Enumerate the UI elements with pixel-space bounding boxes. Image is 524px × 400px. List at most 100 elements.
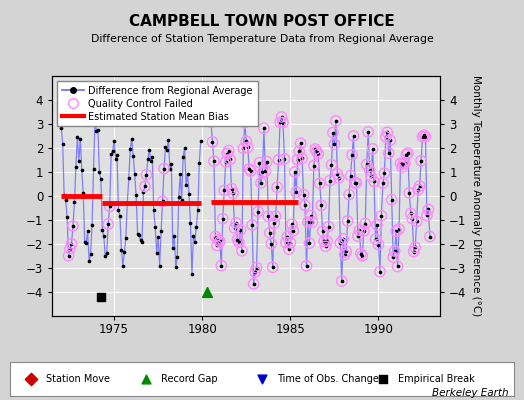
- Point: [70, 199, 79, 205]
- Point: [92, 128, 101, 134]
- Point: [104, 221, 113, 227]
- Point: [192, 224, 201, 230]
- Point: [279, 119, 287, 126]
- Point: [302, 263, 311, 269]
- Legend: Difference from Regional Average, Quality Control Failed, Estimated Station Mean: Difference from Regional Average, Qualit…: [57, 81, 258, 126]
- Point: [97, 176, 105, 183]
- Point: [308, 219, 316, 225]
- Point: [341, 252, 349, 258]
- Point: [333, 171, 342, 177]
- Point: [253, 264, 261, 271]
- Point: [72, 164, 80, 170]
- Point: [368, 146, 377, 152]
- Point: [298, 155, 307, 162]
- Point: [141, 183, 149, 190]
- Point: [248, 222, 256, 228]
- Point: [249, 281, 258, 287]
- Point: [345, 191, 353, 198]
- Point: [232, 220, 240, 226]
- Point: [330, 141, 339, 147]
- Point: [313, 148, 321, 155]
- Point: [424, 206, 433, 213]
- Point: [402, 152, 411, 158]
- Point: [246, 168, 255, 174]
- Point: [188, 271, 196, 277]
- Point: [95, 168, 104, 175]
- Point: [364, 129, 373, 135]
- Point: [145, 147, 154, 153]
- Point: [376, 268, 384, 275]
- Point: [260, 125, 268, 132]
- Point: [161, 144, 170, 150]
- Point: [88, 222, 96, 228]
- Point: [273, 184, 281, 190]
- Point: [361, 220, 369, 227]
- Point: [307, 212, 315, 219]
- Point: [377, 213, 386, 219]
- Point: [381, 134, 390, 140]
- Point: [117, 247, 126, 254]
- Point: [186, 220, 194, 226]
- Point: [326, 177, 334, 184]
- Point: [76, 136, 84, 142]
- Point: [158, 198, 167, 204]
- Point: [266, 230, 274, 236]
- Point: [308, 219, 316, 225]
- Point: [368, 146, 377, 152]
- Point: [238, 248, 246, 254]
- Point: [307, 212, 315, 219]
- Point: [242, 138, 250, 144]
- Text: Empirical Break: Empirical Break: [398, 374, 475, 384]
- Point: [374, 241, 383, 248]
- Point: [288, 221, 296, 228]
- Point: [233, 236, 242, 243]
- Point: [355, 227, 364, 234]
- Point: [132, 192, 140, 199]
- Point: [376, 268, 384, 275]
- Point: [125, 175, 133, 181]
- Point: [293, 156, 302, 163]
- Point: [82, 240, 90, 246]
- Point: [425, 234, 434, 240]
- Point: [231, 225, 239, 231]
- Point: [394, 263, 402, 270]
- Point: [158, 198, 167, 204]
- Point: [69, 223, 77, 229]
- Point: [160, 166, 168, 172]
- Point: [328, 162, 336, 168]
- Point: [328, 162, 336, 168]
- Point: [336, 240, 344, 246]
- Point: [339, 236, 347, 242]
- Point: [257, 180, 265, 186]
- Point: [182, 181, 190, 188]
- Point: [403, 150, 412, 156]
- Point: [104, 221, 113, 227]
- Point: [401, 160, 409, 166]
- Point: [236, 227, 245, 233]
- Point: [166, 166, 174, 172]
- Point: [350, 133, 358, 139]
- Point: [267, 240, 276, 247]
- Point: [258, 169, 267, 176]
- Point: [266, 230, 274, 236]
- Point: [239, 145, 247, 152]
- Point: [89, 166, 97, 172]
- Point: [255, 159, 264, 166]
- Point: [251, 269, 259, 275]
- Point: [105, 203, 114, 210]
- Point: [389, 254, 397, 260]
- Y-axis label: Monthly Temperature Anomaly Difference (°C): Monthly Temperature Anomaly Difference (…: [471, 75, 481, 317]
- Point: [292, 189, 300, 195]
- Point: [209, 139, 217, 145]
- Point: [399, 160, 408, 167]
- Point: [275, 157, 283, 163]
- Point: [196, 138, 205, 144]
- Point: [69, 223, 77, 229]
- Point: [167, 161, 176, 167]
- Point: [365, 167, 374, 173]
- Point: [245, 166, 254, 172]
- Point: [396, 160, 405, 167]
- Point: [343, 218, 352, 224]
- Point: [420, 132, 428, 138]
- Point: [126, 146, 135, 152]
